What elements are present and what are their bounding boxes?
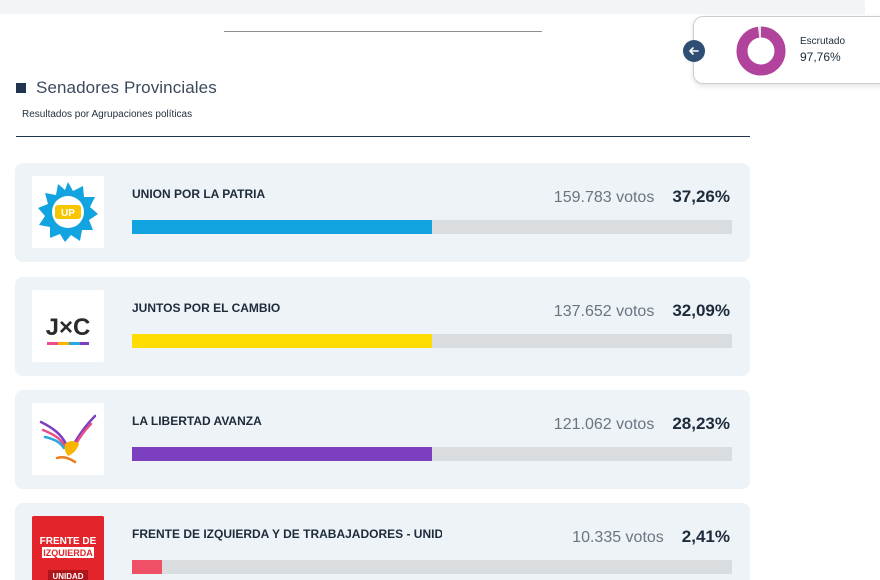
result-bar-fill	[132, 560, 162, 574]
result-bar-fill	[132, 447, 432, 461]
jxc-logo-icon: J×C	[46, 314, 91, 345]
votes-count: 159.783 votos	[553, 189, 655, 206]
party-logo: J×C	[32, 290, 104, 362]
party-logo	[32, 403, 104, 475]
result-bar-track	[132, 447, 732, 461]
section-title-row: Senadores Provinciales	[16, 78, 217, 98]
votes-percentage: 32,09%	[672, 301, 730, 320]
square-bullet-icon	[16, 83, 26, 93]
svg-text:UNIDAD: UNIDAD	[52, 572, 83, 580]
svg-text:IZQUIERDA: IZQUIERDA	[43, 548, 93, 558]
scrutiny-panel: Escrutado 97,76%	[683, 16, 880, 84]
divider	[224, 31, 542, 32]
scrutiny-label: Escrutado	[800, 36, 846, 47]
votes-percentage: 2,41%	[681, 527, 730, 546]
result-card: LA LIBERTAD AVANZA 121.062 votos 28,23%	[15, 390, 750, 489]
votes-count: 121.062 votos	[553, 416, 655, 433]
votes-count: 137.652 votos	[553, 303, 655, 320]
scrutiny-donut-arc	[736, 26, 786, 76]
party-logo: UP	[32, 176, 104, 248]
votes-summary: 137.652 votos 32,09%	[554, 301, 730, 321]
party-name: LA LIBERTAD AVANZA	[132, 414, 262, 428]
result-bar-track	[132, 220, 732, 234]
result-bar-track	[132, 560, 732, 574]
svg-text:FRENTE DE: FRENTE DE	[40, 536, 97, 547]
top-strip	[0, 0, 865, 14]
votes-percentage: 28,23%	[672, 414, 730, 433]
section-title: Senadores Provinciales	[36, 78, 217, 97]
scrutiny-donut-chart	[736, 26, 786, 76]
svg-text:J×C: J×C	[46, 314, 91, 341]
arrow-left-icon	[689, 47, 699, 55]
votes-summary: 121.062 votos 28,23%	[554, 414, 730, 434]
section-subtitle: Resultados por Agrupaciones políticas	[22, 109, 193, 120]
party-name: JUNTOS POR EL CAMBIO	[132, 301, 281, 315]
votes-percentage: 37,26%	[672, 187, 730, 206]
party-logo: FRENTE DE IZQUIERDA UNIDAD	[32, 516, 104, 580]
result-bar-fill	[132, 334, 432, 348]
header-divider	[16, 136, 750, 137]
party-name: UNION POR LA PATRIA	[132, 187, 266, 201]
votes-summary: 10.335 votos 2,41%	[572, 527, 730, 547]
result-card: J×C JUNTOS POR EL CAMBIO 137.652 votos 3…	[15, 277, 750, 376]
party-name: FRENTE DE IZQUIERDA Y DE TRABAJADORES - …	[132, 527, 442, 541]
eagle-logo-icon	[39, 414, 97, 464]
section-header: Senadores Provinciales Resultados por Ag…	[16, 78, 217, 120]
result-bar-fill	[132, 220, 432, 234]
result-card: FRENTE DE IZQUIERDA UNIDAD FRENTE DE IZQ…	[15, 503, 750, 580]
up-badge-icon: UP	[38, 182, 98, 242]
votes-summary: 159.783 votos 37,26%	[554, 187, 730, 207]
svg-text:UP: UP	[61, 208, 75, 219]
votes-count: 10.335 votos	[572, 529, 664, 546]
back-button[interactable]	[683, 40, 705, 62]
result-card: UP UNION POR LA PATRIA 159.783 votos 37,…	[15, 163, 750, 262]
result-bar-track	[132, 334, 732, 348]
scrutiny-value: 97,76%	[800, 50, 841, 64]
fit-logo-icon: FRENTE DE IZQUIERDA UNIDAD	[32, 516, 104, 580]
